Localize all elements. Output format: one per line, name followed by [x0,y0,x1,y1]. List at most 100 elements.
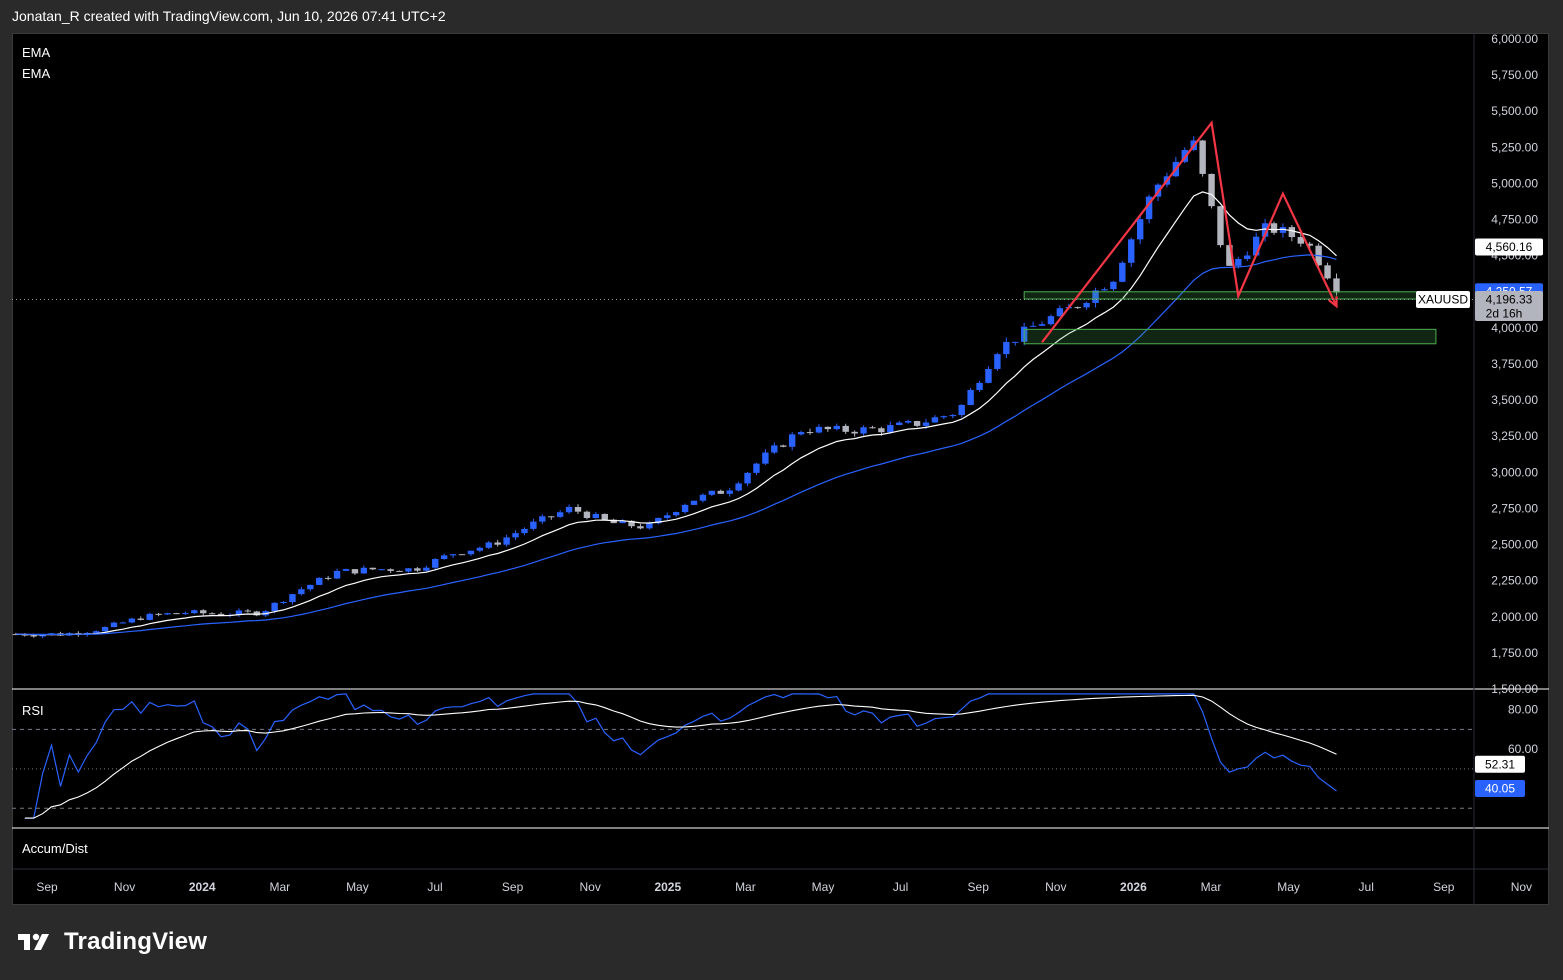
candle-body [913,421,921,426]
countdown-label: 2d 16h [1486,307,1523,321]
candle-body [1110,281,1117,290]
ema-slow-line [15,254,1337,636]
time-axis-label: May [346,880,369,894]
tradingview-logo-text: TradingView [64,928,208,955]
price-axis-tick-label: 6,000.00 [1491,33,1538,46]
candle-body [244,610,252,612]
candle-body [887,425,894,433]
candle-body [1101,289,1108,291]
candle-body [485,542,492,548]
candle-body [1136,219,1144,240]
candle-body [994,354,1001,369]
price-tag-ema-fast: 4,560.16 [1486,240,1533,254]
rsi-pane-title: RSI [22,703,44,718]
candle-body [128,618,136,623]
candle-body [342,569,350,571]
candle-body [699,494,707,501]
chart-canvas[interactable]: 6,000.00 5,750.00 5,500.00 5,250.00 5,000.00… [12,33,1549,905]
chart-frame [12,33,1549,905]
price-axis-tick-label: 5,000.00 [1491,176,1538,190]
candle-body [655,517,662,524]
candle-body [1288,227,1296,238]
candle-body [762,452,769,464]
candle-body [592,513,600,519]
candle-body [896,422,903,426]
time-axis-label: Nov [114,880,135,894]
candle-body [1038,324,1046,326]
price-axis-tick-label: 3,000.00 [1491,465,1538,479]
candle-body [164,613,171,615]
candle-body [307,584,314,590]
price-axis-tick-label: 2,750.00 [1491,501,1538,515]
candle-body [824,426,832,430]
time-axis-label: Nov [1045,880,1066,894]
candle-body [878,428,885,433]
candle-body [110,622,118,628]
candle-body [744,472,751,484]
candle-body [735,483,742,491]
candle-body [512,533,519,538]
candle-body [1306,243,1313,246]
time-axis-label: Jul [893,880,908,894]
ema-fast-line [15,191,1337,636]
candle-body [967,389,974,405]
time-axis-label: Sep [968,880,990,894]
chart-caption: Jonatan_R created with TradingView.com, … [12,8,446,24]
candle-body [771,445,778,453]
candle-body [1279,227,1287,233]
candle-body [521,528,528,534]
candle-body [985,368,992,383]
candle-body [628,520,635,527]
candle-body [494,542,501,545]
candle-body [146,613,153,620]
candle-body [806,432,814,434]
candle-body [664,515,671,518]
rsi-ma-tag: 52.31 [1485,757,1515,771]
candle-body [1297,237,1304,244]
candle-body [958,404,965,416]
candle-body [726,490,733,494]
candle-body [869,427,876,429]
candle-body [476,547,484,551]
candle-body [931,417,939,423]
candle-body [1199,140,1206,174]
candle-body [1208,173,1215,207]
price-axis-tick-label: 3,750.00 [1491,357,1538,371]
candle-body [788,434,796,447]
time-axis-label: Nov [580,880,601,894]
price-axis-tick-label: 2,250.00 [1491,574,1538,588]
time-axis-label: Sep [1433,880,1455,894]
price-axis-tick-label: 5,250.00 [1491,140,1538,154]
candle-body [92,631,100,633]
candle-body [289,594,296,603]
tradingview-brand[interactable]: TradingView [16,928,207,956]
symbol-tag: XAUUSD [1418,293,1468,307]
candle-body [1128,239,1135,263]
price-axis-tick-label: 3,500.00 [1491,393,1538,407]
candle-body [351,569,359,574]
time-axis-label: Nov [1511,880,1532,894]
candle-body [1083,302,1090,308]
candle-body [30,635,37,637]
candle-body [271,602,278,612]
candle-body [1261,223,1269,237]
price-axis-tick-label: 1,500.00 [1491,682,1538,696]
candle-body [949,415,956,417]
candle-body [200,610,207,614]
rsi-tag: 40.05 [1485,781,1515,795]
tradingview-logo-icon [18,933,49,950]
indicator-legend-ema-2: EMA [22,66,51,81]
candle-body [815,426,823,433]
price-tag-last-bg [1475,291,1543,322]
price-axis-tick-label: 4,750.00 [1491,213,1538,227]
time-axis-label: 2026 [1120,880,1147,894]
candle-body [1324,265,1331,279]
support-zone [1023,291,1437,300]
price-axis-tick-label: 2,000.00 [1491,610,1538,624]
candle-body [672,512,680,516]
candle-body [1003,341,1010,355]
time-axis-label: Mar [269,880,290,894]
candle-body [1235,258,1242,266]
candle-body [833,425,840,430]
candle-body [904,421,912,423]
